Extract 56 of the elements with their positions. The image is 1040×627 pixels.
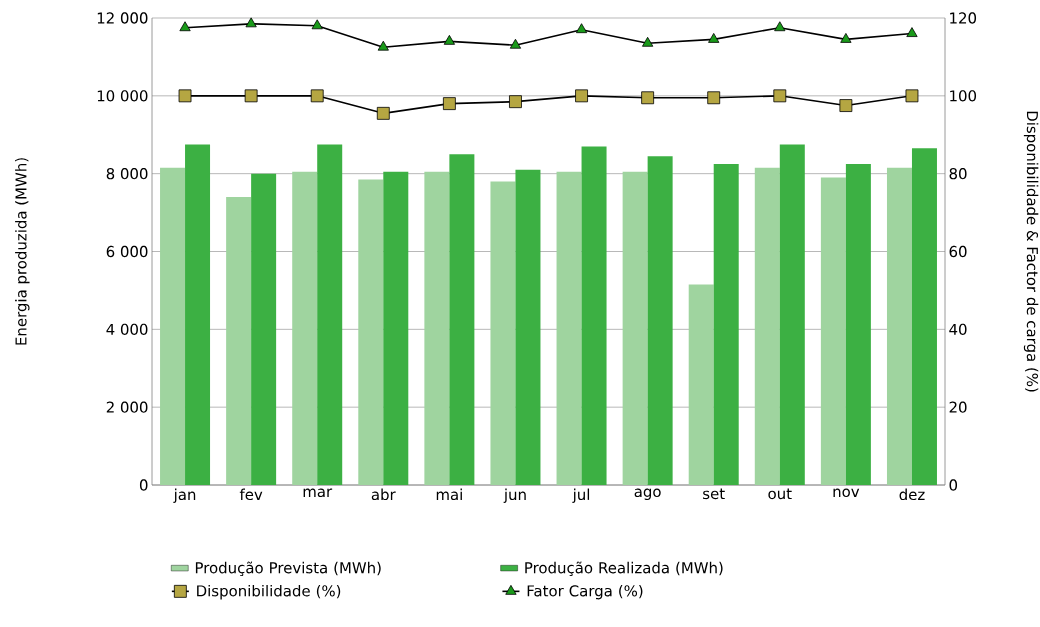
bar [911,148,937,485]
x-tick-label: mar [303,488,333,498]
x-tick-label: set [703,488,725,500]
y-tick-label: 2 000 [106,401,148,413]
bar [647,156,673,485]
x-tick-label: nov [833,488,860,498]
y2-tick-label: 20 [949,401,967,413]
bar [556,171,582,485]
x-tick-label: abr [371,488,396,501]
y-tick-label: 10 000 [97,90,148,102]
bar [581,146,607,485]
bar [688,284,714,485]
bar [292,171,318,485]
y2-axis-title: Disponibilidade & Factor de carga (%) [1023,111,1039,392]
legend-label: Fator Carga (%) [527,584,643,600]
bar [779,144,805,485]
bar [251,173,277,485]
y2-tick-label: 40 [949,323,967,335]
x-tick-label: out [768,488,792,500]
y2-tick-label: 120 [950,12,977,24]
x-tick-label: fev [239,488,263,501]
bar [160,167,186,485]
y-tick-label: 12 000 [97,12,148,24]
y2-tick-label: 60 [949,245,967,258]
y-tick-label: 8 000 [106,168,148,180]
x-tick-label: jan [173,488,196,503]
y-tick-label: 6 000 [106,245,148,258]
x-tick-label: dez [899,488,925,501]
x-tick-label: ago [634,488,661,500]
bar [622,171,648,485]
x-tick-label: jun [503,488,526,503]
bar [515,169,541,485]
y-tick-label: 0 [139,479,148,491]
x-tick-label: mai [436,488,462,501]
legend-label: Produção Prevista (MWh) [195,561,381,577]
y2-tick-label: 0 [949,479,958,491]
bar [358,179,384,485]
bar [754,167,780,485]
x-tick-label: jul [572,488,590,503]
y-axis-title: Energia produzida (MWh) [15,158,30,345]
bar [845,163,871,485]
bar [449,154,475,485]
y-tick-label: 4 000 [106,323,148,335]
y2-tick-label: 100 [950,90,977,102]
bar [490,181,516,485]
bar [226,197,252,485]
legend-label: Produção Realizada (MWh) [525,561,723,577]
bar [424,171,450,485]
bar [713,163,739,485]
legend-label: Disponibilidade (%) [197,584,341,600]
bar [317,144,343,485]
bar [820,177,846,485]
y2-tick-label: 80 [949,168,967,180]
bar [383,171,409,485]
bar [886,167,912,485]
bar [185,144,211,485]
